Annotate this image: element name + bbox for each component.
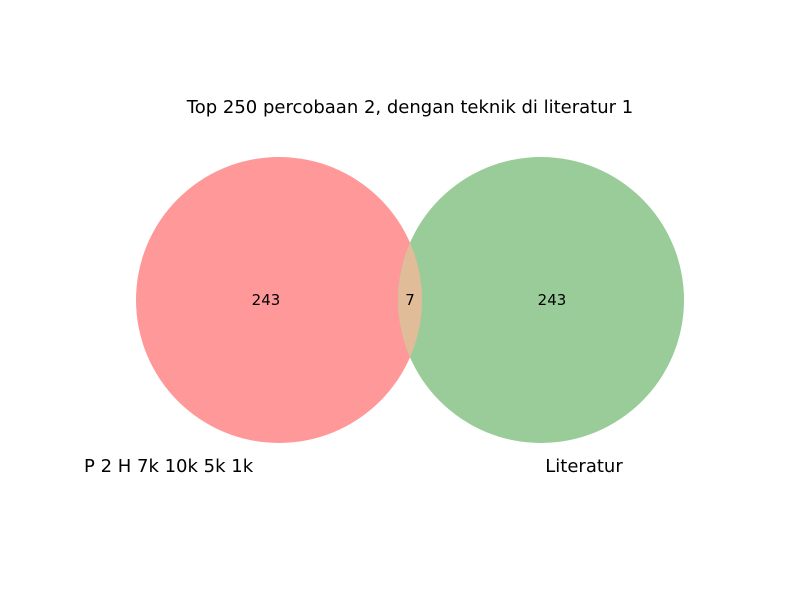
set-b-only-count: 243 [538, 291, 567, 309]
set-a-label: P 2 H 7k 10k 5k 1k [84, 456, 254, 477]
set-a-only-count: 243 [252, 291, 281, 309]
set-circle-literatur [398, 157, 684, 443]
intersection-region [398, 242, 423, 358]
set-b-label: Literatur [545, 456, 623, 477]
intersection-count: 7 [405, 291, 415, 309]
set-circle-p2h [136, 157, 422, 443]
diagram-title: Top 250 percobaan 2, dengan teknik di li… [186, 97, 633, 118]
